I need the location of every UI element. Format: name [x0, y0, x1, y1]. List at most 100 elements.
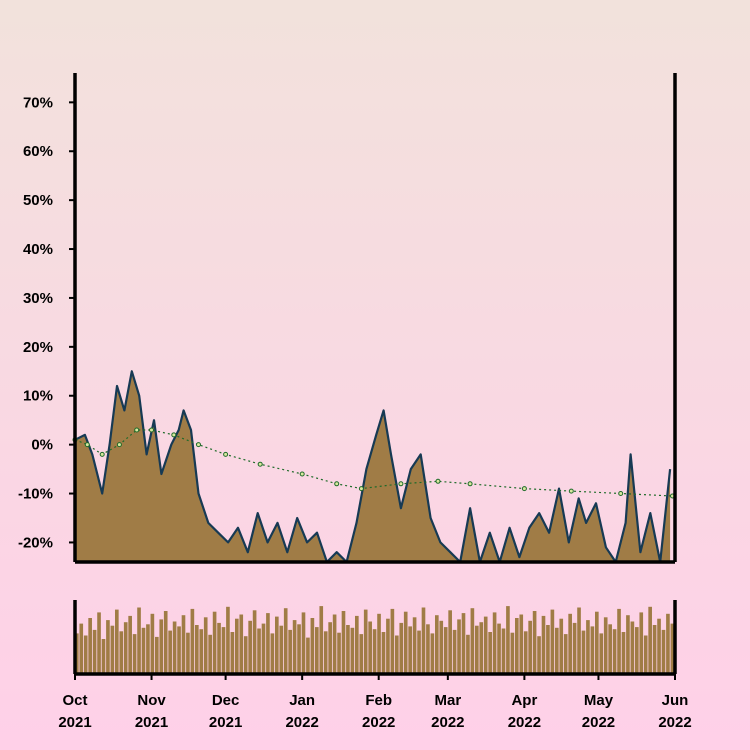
volume-bar: [572, 622, 577, 674]
volume-bar: [488, 632, 492, 674]
x-tick-label-year: 2021: [58, 714, 91, 731]
volume-bar: [359, 634, 364, 674]
volume-bar: [123, 622, 128, 674]
volume-bar: [617, 608, 621, 674]
volume-bar: [475, 625, 479, 674]
volume-bar: [670, 623, 675, 674]
volume-bar: [346, 625, 350, 674]
volume-bar: [279, 625, 284, 674]
volume-bar: [386, 618, 390, 674]
x-tick-label-year: 2022: [362, 714, 395, 731]
volume-bar: [581, 630, 586, 674]
volume-bar: [257, 628, 261, 674]
volume-bar: [603, 617, 608, 674]
volume-bar: [368, 621, 372, 674]
x-tick-label-year: 2022: [285, 714, 318, 731]
volume-bar: [550, 609, 555, 674]
volume-bar: [239, 614, 244, 674]
moving-average-marker: [435, 478, 441, 484]
volume-bar: [395, 635, 399, 674]
volume-bar: [301, 612, 306, 674]
moving-average-marker: [171, 432, 177, 438]
volume-bar: [248, 620, 252, 674]
volume-bar: [546, 625, 550, 674]
volume-bar: [212, 611, 217, 674]
y-tick-label: 70%: [23, 94, 53, 111]
volume-bar: [261, 623, 266, 674]
volume-bar: [426, 624, 430, 674]
moving-average-line: [74, 429, 673, 497]
moving-average-marker: [358, 486, 364, 492]
volume-bar: [559, 618, 564, 674]
volume-bar: [612, 629, 617, 674]
moving-average-marker: [99, 451, 105, 457]
y-tick-label: 50%: [23, 192, 53, 209]
volume-bar: [577, 607, 581, 674]
volume-bar: [563, 634, 568, 674]
volume-bar: [332, 614, 337, 674]
volume-bar: [190, 608, 195, 674]
volume-bar: [652, 625, 657, 674]
volume-bar: [586, 620, 590, 674]
volume-bar: [626, 615, 630, 674]
volume-bar: [666, 613, 670, 674]
volume-bar: [163, 611, 168, 674]
volume-bar: [568, 613, 572, 674]
volume-bar: [199, 629, 204, 674]
volume-bar: [310, 618, 315, 674]
moving-average-marker: [398, 481, 404, 487]
moving-average-marker: [196, 442, 201, 448]
volume-bar: [275, 616, 279, 674]
volume-bar: [443, 627, 448, 674]
volume-bar: [350, 627, 355, 674]
y-tick-label: 10%: [23, 388, 53, 405]
volume-bar: [115, 609, 119, 674]
volume-bar: [403, 611, 408, 674]
moving-average-marker: [568, 488, 574, 494]
volume-bar: [643, 635, 648, 674]
moving-average-marker: [223, 451, 229, 457]
volume-bar: [621, 632, 626, 674]
moving-average-marker: [84, 442, 90, 448]
volume-bar: [470, 608, 475, 674]
volume-bar: [377, 613, 381, 674]
y-tick-label: -20%: [18, 534, 53, 551]
y-tick-label: 30%: [23, 290, 53, 307]
volume-bar: [590, 626, 595, 674]
x-tick-label-month: Dec: [212, 692, 240, 709]
volume-bar: [399, 622, 404, 674]
y-tick-label: 0%: [31, 437, 53, 454]
volume-bar: [283, 608, 288, 674]
volume-bar: [532, 611, 537, 674]
volume-bar: [515, 618, 519, 674]
volume-bar: [252, 610, 257, 674]
volume-bar: [297, 624, 301, 674]
volume-bar: [541, 615, 546, 674]
volume-bar: [132, 634, 137, 674]
volume-bar: [243, 636, 248, 674]
volume-bar: [492, 612, 497, 674]
price-panel: 70% 60% 50% 40% 30% 20% 10% 0% -10% -20%: [18, 73, 677, 564]
volume-bar: [306, 637, 310, 674]
volume-bar: [528, 620, 532, 674]
moving-average-marker: [618, 491, 624, 496]
volume-bar: [372, 629, 377, 674]
volume-bar: [355, 615, 359, 674]
volume-bar: [412, 617, 417, 674]
volume-bar: [421, 607, 426, 674]
volume-bar: [439, 620, 444, 674]
volume-bar: [137, 607, 141, 674]
volume-bar: [657, 618, 661, 674]
volume-bar: [195, 625, 199, 674]
volume-bar: [75, 633, 79, 674]
moving-average-marker: [149, 427, 154, 433]
volume-bar: [599, 633, 604, 674]
x-tick-label-month: Nov: [137, 692, 166, 709]
x-tick-label-month: Oct: [62, 692, 87, 709]
moving-average-marker: [257, 461, 263, 467]
volume-bar: [270, 633, 275, 674]
y-tick-label: 60%: [23, 143, 53, 160]
volume-bar: [519, 614, 524, 674]
